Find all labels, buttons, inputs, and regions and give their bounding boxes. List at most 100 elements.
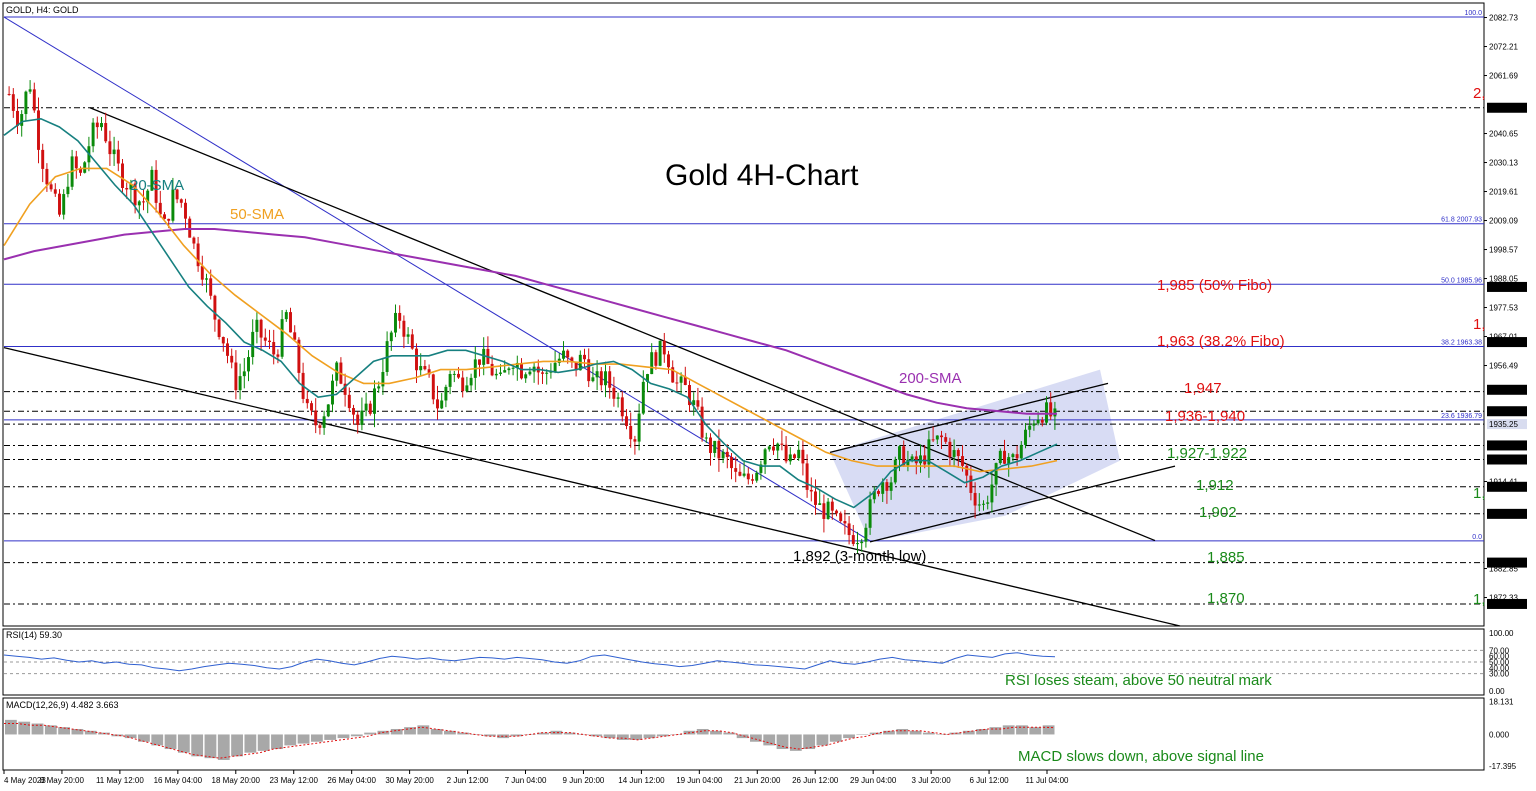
sma50-label: 50-SMA — [230, 206, 284, 223]
macd-histogram-bar — [257, 734, 270, 751]
candle-body — [671, 367, 675, 383]
macd-histogram-bar — [84, 730, 97, 735]
fibo382-label: 1,963 (38.2% Fibo) — [1157, 333, 1285, 350]
candle-body — [158, 202, 162, 215]
candle-body — [549, 371, 553, 373]
macd-histogram-bar — [949, 732, 962, 735]
candle-body — [419, 366, 423, 371]
symbol-header: GOLD, H4: GOLD — [6, 5, 79, 15]
candle-body — [318, 425, 322, 428]
candle-body — [347, 394, 351, 409]
candle-body — [503, 370, 507, 373]
candle-body — [1024, 429, 1027, 445]
x-tick-label: 11 May 12:00 — [96, 776, 144, 785]
candle-body — [570, 357, 574, 363]
candle-body — [956, 450, 960, 457]
macd-histogram-bar — [191, 734, 204, 757]
candle-body — [368, 403, 372, 414]
candle-body — [541, 372, 544, 374]
fib-label: 50.0 1985.96 — [1441, 277, 1482, 284]
candle-body — [423, 366, 427, 370]
candle-body — [465, 385, 469, 392]
candle-body — [667, 354, 670, 368]
fib-label: 100.0 — [1464, 10, 1482, 17]
candle-body — [696, 400, 700, 407]
candle-body — [818, 503, 822, 505]
candle-body — [104, 123, 108, 142]
candle-body — [608, 371, 612, 388]
candle-body — [658, 340, 662, 366]
candle-body — [700, 406, 704, 438]
candle-body — [809, 489, 813, 492]
level-1947-label: 1,947 — [1184, 380, 1222, 397]
y-tick-label: 2030.13 — [1489, 159, 1518, 168]
macd-histogram-bar — [390, 728, 403, 735]
macd-histogram-bar — [603, 734, 616, 739]
candle-body — [801, 449, 805, 464]
price-box — [1487, 406, 1527, 417]
price-box-label: 1985.00 — [1489, 283, 1518, 292]
candle-body — [717, 440, 721, 459]
macd-histogram-bar — [217, 734, 230, 760]
macd-histogram-bar — [510, 734, 523, 737]
candle-body — [679, 376, 683, 383]
fibo50-label: 1,985 (50% Fibo) — [1157, 277, 1272, 294]
candle-body — [1049, 402, 1053, 417]
candle-body — [994, 463, 998, 485]
candle-body — [209, 278, 213, 296]
sma20-line — [3, 117, 1058, 509]
macd-histogram-bar — [909, 730, 922, 735]
candle-body — [196, 243, 200, 267]
candle-body — [1011, 454, 1015, 458]
rsi-tick-label: 50.00 — [1489, 658, 1510, 667]
fib-label: 38.2 1963.38 — [1441, 340, 1482, 347]
candle-body — [133, 183, 137, 206]
candle-body — [683, 376, 687, 386]
candle-body — [641, 381, 645, 414]
candle-body — [990, 484, 994, 503]
rsi-tick-label: 0.00 — [1489, 687, 1505, 696]
macd-signal-line — [4, 723, 1056, 759]
candle-body — [20, 114, 24, 126]
candle-body — [931, 439, 935, 441]
candle-body — [268, 340, 271, 343]
candle-body — [746, 473, 750, 480]
candle-body — [646, 374, 649, 382]
macd-histogram-bar — [803, 734, 816, 750]
trend-line — [3, 346, 1181, 627]
trend-line — [89, 107, 1156, 542]
candle-body — [847, 523, 851, 536]
candle-body — [860, 541, 864, 544]
candle-body — [293, 332, 297, 340]
candle-body — [427, 369, 431, 375]
candle-body — [906, 459, 910, 466]
rsi-note: RSI loses steam, above 50 neutral mark — [1005, 672, 1272, 689]
candle-body — [1015, 454, 1019, 459]
edge-fragment: 2, — [1473, 85, 1486, 102]
candle-body — [797, 449, 801, 459]
price-box-label: 1870.00 — [1489, 600, 1518, 609]
macd-histogram-bar — [337, 734, 350, 739]
level-1927-1922-label: 1,927-1,922 — [1167, 445, 1247, 462]
edge-fragment: 1, — [1473, 316, 1486, 333]
price-box-label: 1902.68 — [1489, 510, 1518, 519]
macd-histogram-bar — [151, 734, 164, 746]
macd-histogram-bar — [231, 734, 243, 757]
candle-body — [16, 110, 19, 126]
macd-histogram-bar — [204, 734, 217, 759]
candle-body — [121, 163, 124, 188]
candle-body — [360, 410, 364, 425]
candle-body — [276, 354, 280, 357]
candle-body — [616, 397, 620, 399]
x-tick-label: 2 Jun 12:00 — [447, 776, 489, 785]
candle-body — [478, 359, 481, 365]
candle-body — [889, 482, 893, 491]
macd-histogram-bar — [470, 734, 483, 735]
macd-histogram-bar — [1016, 725, 1028, 735]
candle-body — [213, 295, 217, 320]
candle-body — [297, 339, 301, 373]
candle-body — [398, 312, 402, 321]
candle-body — [226, 343, 229, 356]
candle-body — [389, 332, 393, 342]
candle-body — [776, 443, 780, 451]
